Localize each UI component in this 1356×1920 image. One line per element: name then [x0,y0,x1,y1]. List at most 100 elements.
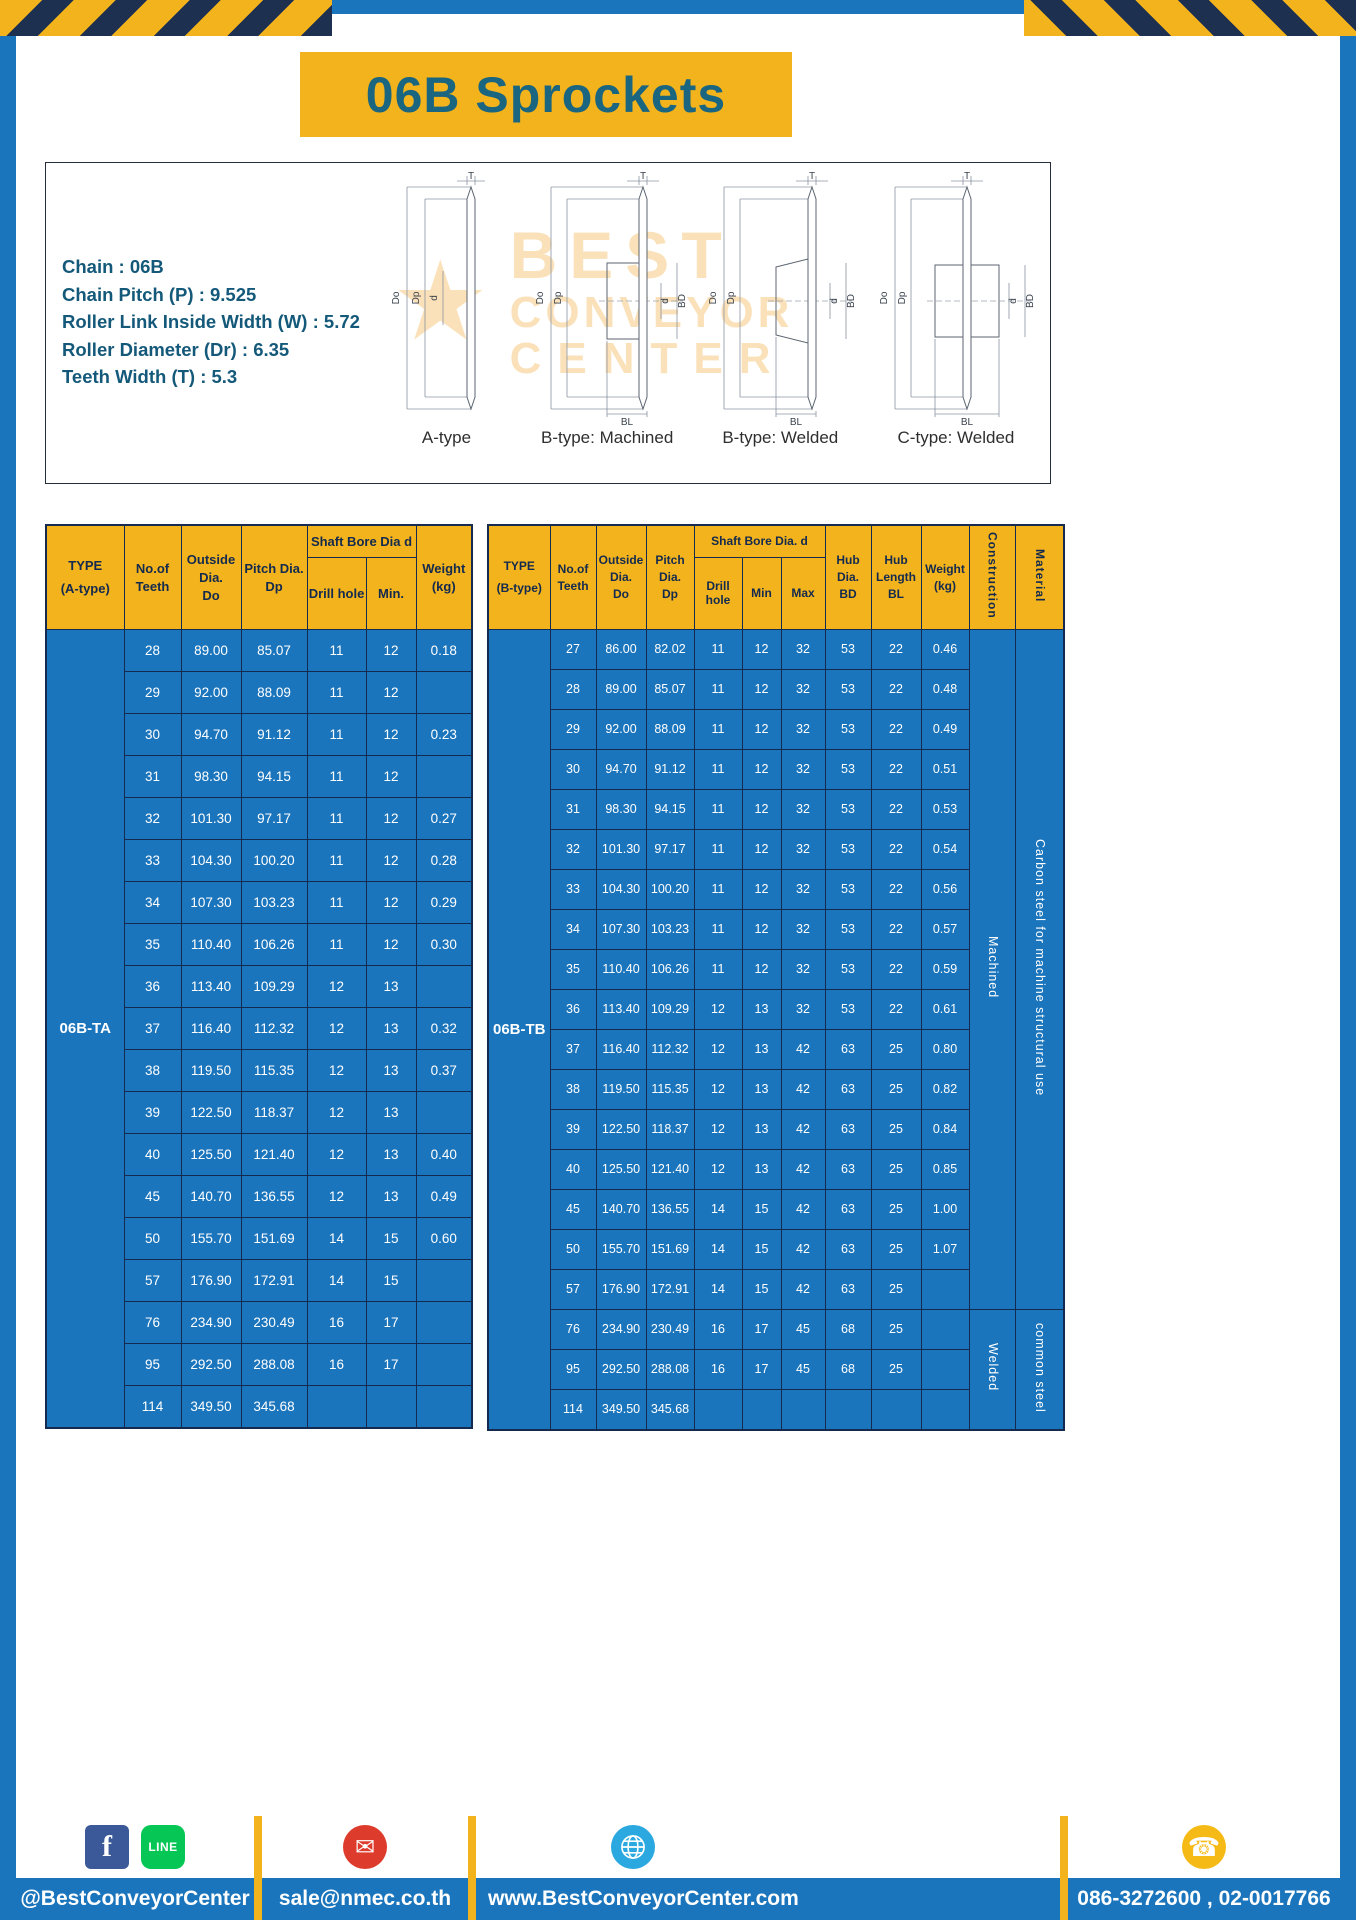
table-cell: 22 [870,868,922,910]
table-row: 34 107.30 103.23 11 12 0.29 [46,880,473,924]
table-cell: 30 [549,748,597,790]
table-cell: 86.00 [595,628,647,670]
col-header-min-b: Min [741,556,782,630]
table-cell: 11 [693,628,743,670]
hazard-stripe-left [0,0,332,36]
table-row: 37 116.40 112.32 12 13 42 63 25 0.80 [488,1028,1064,1070]
table-cell: 11 [306,628,367,672]
col-header-outside-dia-a: Outside Dia. Do [180,524,242,630]
table-cell: 112.32 [645,1028,695,1070]
table-cell: 11 [306,712,367,756]
b-type-machined-drawing: T Do Dp d BD BL [535,171,688,426]
phone-icon[interactable]: ☎ [1182,1825,1226,1869]
email-icon[interactable]: ✉ [343,1825,387,1869]
diagram-label-c-type-welded: C-type: Welded [897,428,1015,447]
table-cell: 112.32 [240,1006,308,1050]
table-cell: 29 [123,670,182,714]
table-cell: 1.00 [920,1188,970,1230]
table-cell: 32 [780,868,826,910]
table-cell: 16 [693,1348,743,1390]
table-cell [306,1384,367,1428]
footer-email-icons: ✉ [262,1816,468,1878]
table-cell: 118.37 [240,1090,308,1134]
spec-chain: Chain : 06B [62,256,164,277]
table-cell [780,1388,826,1430]
table-cell: 12 [693,1148,743,1190]
table-cell: 155.70 [180,1216,242,1260]
table-cell: 15 [365,1258,417,1302]
table-cell: 0.46 [920,628,970,670]
table-cell: 101.30 [595,828,647,870]
table-row: 39 122.50 118.37 12 13 42 63 25 0.84 [488,1108,1064,1150]
table-cell: 349.50 [180,1384,242,1428]
table-cell: 92.00 [595,708,647,750]
line-icon[interactable]: LINE [141,1825,185,1869]
table-row: 34 107.30 103.23 11 12 32 53 22 0.57 [488,908,1064,950]
table-cell: 33 [549,868,597,910]
table-cell: 16 [306,1342,367,1386]
facebook-icon[interactable]: f [85,1825,129,1869]
table-row: 57 176.90 172.91 14 15 [46,1258,473,1302]
website-url[interactable]: www.BestConveyorCenter.com [476,1878,1060,1920]
table-cell: 17 [365,1342,417,1386]
table-cell [415,964,473,1008]
facebook-handle[interactable]: @BestConveyorCenter [16,1878,254,1920]
table-cell: 13 [365,964,417,1008]
table-row: 76 234.90 230.49 16 17 45 68 25 Welded common ste… [488,1308,1065,1430]
table-row: 33 104.30 100.20 11 12 32 53 22 0.56 [488,868,1064,910]
table-cell: 28 [123,628,182,672]
table-cell: 25 [870,1308,922,1350]
table-cell: 32 [780,948,826,990]
table-cell: 57 [549,1268,597,1310]
table-cell: 12 [741,948,782,990]
svg-text:BD: BD [1025,294,1036,308]
table-row: 31 98.30 94.15 11 12 [46,754,473,798]
table-cell: 32 [780,988,826,1030]
email-address[interactable]: sale@nmec.co.th [262,1878,468,1920]
table-cell: 121.40 [645,1148,695,1190]
footer-website-icons [476,1816,1060,1878]
footer-phone-section: ☎ 086-3272600 , 02-0017766 [1068,1816,1340,1920]
table-cell: 122.50 [595,1108,647,1150]
table-cell: 17 [365,1300,417,1344]
phone-numbers[interactable]: 086-3272600 , 02-0017766 [1068,1878,1340,1920]
table-cell [920,1268,970,1310]
diagram-label-b-type-welded: B-type: Welded [722,428,839,447]
table-cell: 115.35 [240,1048,308,1092]
table-cell: 36 [123,964,182,1008]
svg-text:d: d [829,298,840,304]
col-header-hub-dia-b: Hub Dia. BD [824,524,872,630]
table-row: 29 92.00 88.09 11 12 [46,670,473,714]
construction-machined-cell: Machined [968,628,1016,1310]
table-cell: 94.70 [595,748,647,790]
table-cell: 345.68 [240,1384,308,1428]
table-cell: 98.30 [595,788,647,830]
table-cell: 22 [870,948,922,990]
table-cell: 345.68 [645,1388,695,1430]
table-cell: 15 [741,1228,782,1270]
table-cell [920,1308,970,1350]
table-cell [741,1388,782,1430]
table-cell: 0.40 [415,1132,473,1176]
table-cell: 13 [365,1048,417,1092]
table-cell: 88.09 [645,708,695,750]
table-cell: 13 [741,1068,782,1110]
table-row: 45 140.70 136.55 12 13 0.49 [46,1174,473,1218]
table-row: 30 94.70 91.12 11 12 0.23 [46,712,473,756]
globe-icon[interactable] [611,1825,655,1869]
table-cell: 40 [123,1132,182,1176]
col-header-max-b: Max [780,556,826,630]
table-cell [415,1384,473,1428]
table-cell: 14 [306,1216,367,1260]
table-row: 114 349.50 345.68 [46,1384,473,1428]
table-cell: 76 [549,1308,597,1350]
footer-phone-icons: ☎ [1068,1816,1340,1878]
table-cell: 53 [824,868,872,910]
table-cell: 32 [123,796,182,840]
table-cell: 35 [549,948,597,990]
table-cell [415,754,473,798]
table-cell [415,1258,473,1302]
table-cell: 30 [123,712,182,756]
table-cell: 101.30 [180,796,242,840]
table-cell [415,1090,473,1134]
